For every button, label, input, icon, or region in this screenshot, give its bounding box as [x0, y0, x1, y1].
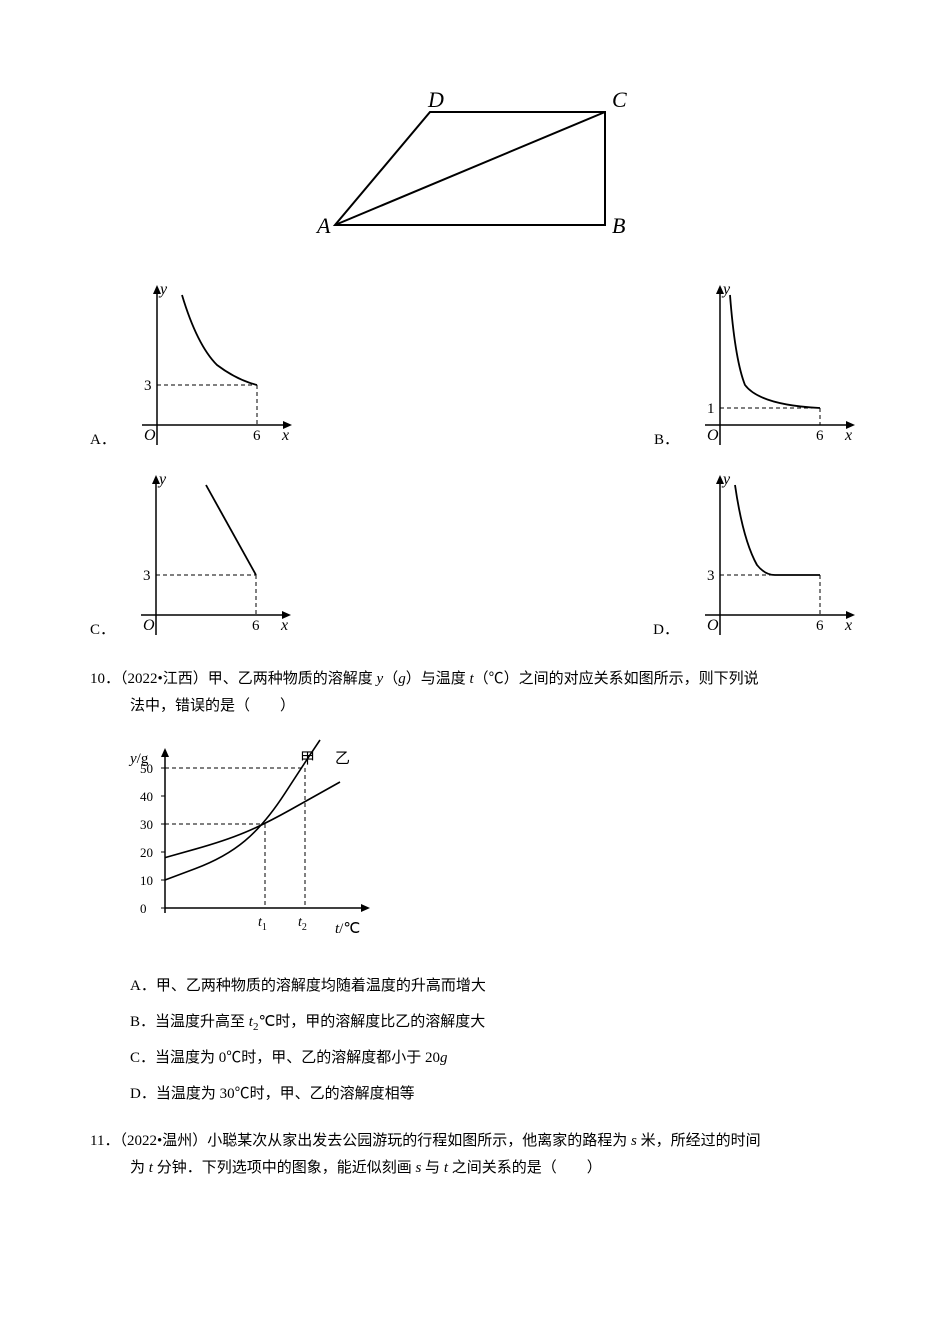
svg-text:0: 0 — [140, 901, 147, 916]
q10-g: g — [398, 671, 406, 687]
options-row-1: A． y x O 3 6 B． y x O — [90, 280, 860, 460]
q10-t1: 甲、乙两种物质的溶解度 — [208, 671, 377, 687]
svg-text:3: 3 — [144, 378, 152, 394]
option-C: C． y x O 3 6 — [90, 470, 296, 650]
xtick-t2: t2 — [298, 915, 307, 933]
xtick-t1: t1 — [258, 915, 267, 933]
option-B-label: B． — [654, 427, 679, 460]
chart-A: y x O 3 6 — [122, 280, 297, 460]
option-A: A． y x O 3 6 — [90, 280, 297, 460]
svg-text:x: x — [281, 427, 289, 444]
svg-text:y: y — [721, 471, 731, 488]
solubility-svg: y/g t/℃ 01020304050 甲 乙 t1 t2 — [120, 728, 390, 948]
svg-text:6: 6 — [816, 618, 824, 634]
q10-t3: ）与温度 — [406, 671, 470, 687]
option-B: B． y x O 1 6 — [654, 280, 860, 460]
svg-text:3: 3 — [143, 568, 151, 584]
svg-text:10: 10 — [140, 873, 153, 888]
q10-line1: 10．（2022•江西）甲、乙两种物质的溶解度 y（g）与温度 t（℃）之间的对… — [90, 666, 860, 693]
svg-text:y: y — [158, 281, 168, 298]
q10-line2: 法中，错误的是（ ） — [90, 693, 860, 720]
svg-text:30: 30 — [140, 817, 153, 832]
parallelogram-figure: D C A B — [90, 90, 860, 260]
chart-B: y x O 1 6 — [685, 280, 860, 460]
q11-number: 11． — [90, 1133, 119, 1149]
label-C: C — [612, 90, 627, 112]
svg-text:O: O — [707, 617, 719, 634]
q10-opt-A: A．甲、乙两种物质的溶解度均随着温度的升高而增大 — [130, 968, 860, 1004]
svg-text:O: O — [707, 427, 719, 444]
label-D: D — [427, 90, 444, 112]
options-row-2: C． y x O 3 6 D． y x O — [90, 470, 860, 650]
label-A: A — [315, 213, 331, 238]
svg-text:O: O — [144, 427, 156, 444]
svg-text:O: O — [143, 617, 155, 634]
q10-t4: （℃）之间的对应关系如图所示，则下列说 — [474, 671, 759, 687]
svg-text:x: x — [280, 617, 288, 634]
svg-text:x: x — [844, 617, 852, 634]
svg-text:3: 3 — [707, 568, 715, 584]
q10-chart: y/g t/℃ 01020304050 甲 乙 t1 t2 — [120, 728, 860, 958]
svg-text:x: x — [844, 427, 852, 444]
q10-t2: （ — [383, 671, 398, 687]
q11-line1: 11．（2022•温州）小聪某次从家出发去公园游玩的行程如图所示，他离家的路程为… — [90, 1128, 860, 1155]
chart-D: y x O 3 6 — [685, 470, 860, 650]
q10-options: A．甲、乙两种物质的溶解度均随着温度的升高而增大 B．当温度升高至 t2℃时，甲… — [90, 968, 860, 1112]
curve-jia — [165, 740, 320, 880]
label-B: B — [612, 213, 625, 238]
svg-text:6: 6 — [816, 428, 824, 444]
q11-line2: 为 t 分钟．下列选项中的图象，能近似刻画 s 与 t 之间关系的是（ ） — [90, 1155, 860, 1182]
svg-text:20: 20 — [140, 845, 153, 860]
q10-number: 10． — [90, 671, 120, 687]
svg-text:6: 6 — [253, 428, 261, 444]
question-11: 11．（2022•温州）小聪某次从家出发去公园游玩的行程如图所示，他离家的路程为… — [90, 1128, 860, 1182]
q10-opt-B: B．当温度升高至 t2℃时，甲的溶解度比乙的溶解度大 — [130, 1004, 860, 1040]
label-yi: 乙 — [335, 751, 350, 767]
svg-text:y: y — [157, 471, 167, 488]
svg-text:6: 6 — [252, 618, 260, 634]
q11-source: （2022•温州） — [119, 1133, 207, 1149]
diagonal — [335, 112, 605, 225]
option-C-label: C． — [90, 617, 115, 650]
q10-opt-D: D．当温度为 30℃时，甲、乙的溶解度相等 — [130, 1076, 860, 1112]
svg-text:40: 40 — [140, 789, 153, 804]
xlabel: t/℃ — [335, 921, 360, 937]
curve-yi — [165, 782, 340, 858]
q10-source: （2022•江西） — [120, 671, 208, 687]
q11-t1: 小聪某次从家出发去公园游玩的行程如图所示，他离家的路程为 — [207, 1133, 631, 1149]
option-D: D． y x O 3 6 — [653, 470, 860, 650]
question-10: 10．（2022•江西）甲、乙两种物质的溶解度 y（g）与温度 t（℃）之间的对… — [90, 666, 860, 1112]
option-A-label: A． — [90, 427, 116, 460]
svg-text:1: 1 — [707, 401, 715, 417]
svg-text:50: 50 — [140, 761, 153, 776]
q10-opt-C: C．当温度为 0℃时，甲、乙的溶解度都小于 20g — [130, 1040, 860, 1076]
chart-C: y x O 3 6 — [121, 470, 296, 650]
q11-t2: 米，所经过的时间 — [637, 1133, 761, 1149]
parallelogram-svg: D C A B — [305, 90, 645, 250]
option-D-label: D． — [653, 617, 679, 650]
